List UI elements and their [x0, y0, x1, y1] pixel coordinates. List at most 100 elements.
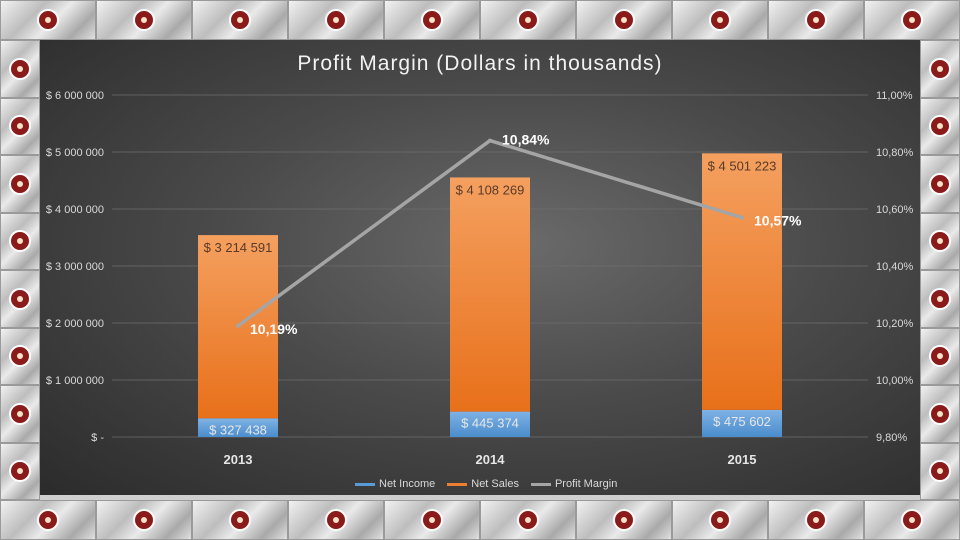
left-axis-tick-label: $ 4 000 000 [46, 204, 104, 216]
top-border [0, 0, 960, 40]
logo-icon [9, 172, 31, 195]
logo-icon [929, 460, 951, 483]
border-tile [920, 270, 960, 328]
border-tile [672, 500, 768, 540]
net-sales-data-label: $ 4 501 223 [708, 158, 777, 173]
border-tile [0, 385, 40, 443]
border-tile [920, 212, 960, 270]
logo-icon [517, 9, 539, 31]
border-tile [768, 0, 864, 40]
net-income-data-label: $ 445 374 [461, 416, 519, 431]
logo-icon [805, 509, 827, 531]
left-axis-tick-label: $ 2 000 000 [46, 318, 104, 330]
bar-net-sales [702, 153, 782, 410]
border-tile [288, 0, 384, 40]
chart-legend: Net Income Net Sales Profit Margin [355, 478, 617, 490]
legend-profit-margin-label: Profit Margin [554, 478, 618, 490]
bar-net-sales [450, 177, 530, 412]
logo-icon [929, 402, 951, 425]
logo-icon [133, 9, 155, 31]
net-income-data-label: $ 327 438 [209, 422, 267, 437]
left-axis-tick-label: $ 3 000 000 [46, 261, 104, 273]
logo-icon [325, 9, 347, 31]
legend-net-income-label: Net Income [379, 478, 436, 490]
logo-icon [325, 509, 347, 531]
logo-icon [421, 509, 443, 531]
right-axis-tick-label: 10,20% [876, 318, 914, 330]
logo-icon [929, 230, 951, 253]
net-sales-data-label: $ 4 108 269 [456, 182, 525, 197]
logo-icon [929, 172, 951, 195]
left-axis-tick-label: $ 6 000 000 [46, 90, 104, 102]
logo-icon [929, 57, 951, 80]
bottom-border [0, 500, 960, 540]
legend-net-sales-label: Net Sales [471, 478, 519, 490]
logo-icon [9, 402, 31, 425]
right-axis-tick-label: 10,60% [876, 204, 914, 216]
left-axis-tick-label: $ - [91, 432, 104, 444]
border-tile [864, 0, 960, 40]
border-tile [0, 270, 40, 328]
bar-net-income [702, 409, 782, 437]
border-tile [0, 97, 40, 155]
right-axis-tick-label: 10,40% [876, 261, 914, 273]
border-tile [0, 0, 96, 40]
legend-net-sales: Net Sales [447, 478, 519, 490]
border-tile [864, 500, 960, 540]
profit-margin-data-label: 10,84% [502, 132, 550, 148]
logo-icon [229, 509, 251, 531]
left-border [0, 40, 40, 500]
border-tile [288, 500, 384, 540]
border-tile [0, 327, 40, 385]
border-tile [192, 0, 288, 40]
border-tile [480, 0, 576, 40]
logo-icon [9, 57, 31, 80]
logo-icon [901, 509, 923, 531]
right-border [920, 40, 960, 500]
logo-icon [133, 509, 155, 531]
logo-icon [9, 230, 31, 253]
logo-icon [929, 287, 951, 310]
profit-margin-point [740, 215, 744, 220]
right-axis-tick-label: 10,00% [876, 375, 914, 387]
chart-panel: Profit Margin (Dollars in thousands) $ -… [40, 40, 920, 495]
left-axis-tick-label: $ 5 000 000 [46, 147, 104, 159]
legend-net-income: Net Income [355, 478, 435, 490]
logo-icon [229, 9, 251, 31]
border-tile [672, 0, 768, 40]
logo-icon [37, 509, 59, 531]
logo-icon [613, 9, 635, 31]
logo-icon [901, 9, 923, 31]
legend-net-income-swatch [355, 482, 375, 486]
border-tile [920, 327, 960, 385]
right-axis-tick-label: 10,80% [876, 147, 914, 159]
border-tile [0, 442, 40, 500]
legend-profit-margin: Profit Margin [530, 478, 618, 490]
logo-icon [929, 345, 951, 368]
logo-icon [613, 509, 635, 531]
net-sales-data-label: $ 3 214 591 [204, 240, 273, 255]
profit-margin-data-label: 10,19% [250, 321, 298, 337]
border-tile [96, 0, 192, 40]
logo-icon [709, 509, 731, 531]
border-tile [192, 500, 288, 540]
border-tile [0, 155, 40, 213]
border-tile [0, 212, 40, 270]
logo-icon [517, 509, 539, 531]
border-tile [576, 500, 672, 540]
category-label: 2013 [224, 452, 253, 467]
chart-title: Profit Margin (Dollars in thousands) [297, 52, 663, 75]
border-tile [480, 500, 576, 540]
profit-margin-point [236, 323, 240, 328]
border-tile [768, 500, 864, 540]
border-tile [384, 0, 480, 40]
border-tile [920, 97, 960, 155]
legend-profit-margin-swatch [530, 482, 551, 486]
logo-icon [9, 460, 31, 483]
border-tile [96, 500, 192, 540]
logo-icon [421, 9, 443, 31]
logo-icon [929, 115, 951, 138]
logo-icon [9, 345, 31, 368]
border-tile [576, 0, 672, 40]
border-tile [0, 500, 96, 540]
